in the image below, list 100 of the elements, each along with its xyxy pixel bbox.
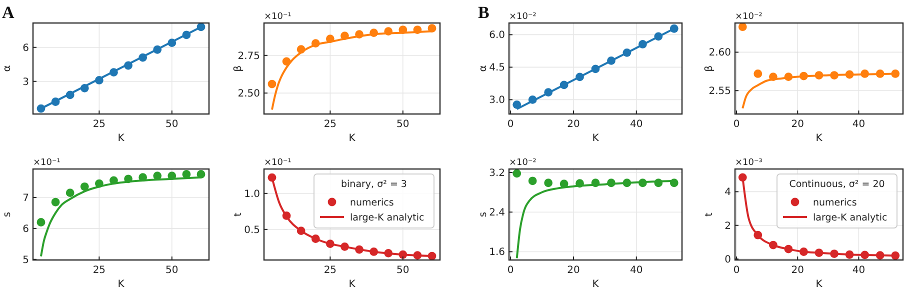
point bbox=[591, 178, 600, 188]
point bbox=[268, 173, 276, 182]
point bbox=[876, 251, 884, 260]
y-tick-label: 0.5 bbox=[244, 224, 260, 236]
point bbox=[670, 24, 678, 33]
point bbox=[876, 70, 884, 78]
point bbox=[80, 84, 89, 92]
point bbox=[784, 244, 793, 254]
point bbox=[607, 56, 616, 65]
point bbox=[738, 173, 747, 182]
x-tick-label: 50 bbox=[396, 265, 410, 276]
point bbox=[340, 32, 349, 40]
point bbox=[607, 178, 616, 188]
x-tick-label: 25 bbox=[92, 119, 106, 130]
point bbox=[638, 178, 647, 188]
y-tick-label: 1.0 bbox=[244, 188, 260, 200]
y-tick-label: 3 bbox=[22, 76, 29, 88]
x-tick-label: 25 bbox=[92, 265, 106, 276]
point bbox=[860, 70, 870, 78]
legend-label: numerics bbox=[350, 197, 394, 208]
x-tick-label: 0 bbox=[507, 265, 514, 276]
point bbox=[398, 250, 408, 259]
y-tick-label: 2.4 bbox=[489, 208, 505, 219]
y-axis-title: α bbox=[2, 64, 13, 72]
x-tick-label: 20 bbox=[567, 119, 580, 130]
point bbox=[370, 28, 378, 37]
point bbox=[576, 72, 584, 82]
point bbox=[51, 198, 60, 206]
point bbox=[370, 248, 378, 256]
point bbox=[326, 34, 334, 44]
y-axis-title: α bbox=[478, 64, 489, 72]
y-tick-label: 1.6 bbox=[489, 247, 505, 258]
point bbox=[428, 252, 436, 260]
point bbox=[754, 70, 762, 78]
y-axis-title: β bbox=[704, 65, 715, 72]
point bbox=[296, 226, 306, 236]
point bbox=[138, 53, 148, 62]
point bbox=[80, 182, 89, 191]
legend-label: numerics bbox=[813, 197, 857, 208]
point bbox=[528, 96, 537, 104]
point bbox=[36, 104, 46, 113]
point bbox=[66, 90, 74, 100]
point bbox=[591, 64, 600, 74]
point bbox=[814, 248, 824, 257]
point bbox=[124, 174, 132, 184]
point bbox=[355, 30, 364, 38]
y-axis-title: s bbox=[478, 212, 489, 218]
y-tick-label: 2.60 bbox=[708, 48, 731, 59]
y-tick-label: 3.2 bbox=[489, 168, 505, 179]
point bbox=[94, 76, 104, 84]
text: ×10⁻¹ bbox=[33, 158, 61, 168]
point bbox=[282, 212, 291, 220]
point bbox=[413, 251, 422, 260]
point bbox=[638, 40, 647, 48]
point bbox=[654, 178, 663, 188]
point bbox=[800, 248, 808, 256]
point bbox=[110, 176, 118, 185]
y-axis-title: t bbox=[233, 212, 244, 216]
y-axis-title: s bbox=[2, 212, 13, 218]
point bbox=[860, 250, 870, 260]
x-tick-label: 40 bbox=[852, 119, 866, 130]
point bbox=[560, 80, 568, 90]
x-tick-label: 50 bbox=[166, 265, 178, 276]
point bbox=[576, 179, 584, 188]
point bbox=[340, 242, 349, 251]
point bbox=[311, 39, 320, 48]
x-axis-title: K bbox=[592, 133, 600, 144]
point bbox=[814, 71, 824, 80]
point bbox=[784, 72, 793, 81]
point bbox=[738, 22, 747, 32]
text: ×10⁻¹ bbox=[264, 158, 292, 168]
y-tick-label: 4 bbox=[724, 187, 731, 198]
point bbox=[66, 188, 74, 198]
point bbox=[355, 245, 364, 254]
point bbox=[153, 45, 162, 54]
y-tick-label: 4.5 bbox=[489, 62, 505, 74]
point bbox=[754, 230, 762, 240]
y-tick-label: 6.0 bbox=[489, 30, 505, 42]
text: ×10⁻² bbox=[509, 158, 537, 168]
point bbox=[830, 71, 838, 80]
point bbox=[891, 251, 900, 260]
point bbox=[622, 48, 632, 57]
point bbox=[268, 80, 276, 88]
point bbox=[384, 27, 393, 36]
point bbox=[124, 61, 132, 70]
point bbox=[654, 32, 663, 41]
point bbox=[768, 72, 778, 81]
x-tick-label: 25 bbox=[324, 265, 337, 276]
text: ×10⁻³ bbox=[735, 158, 763, 168]
y-tick-label: 5 bbox=[22, 254, 29, 266]
x-axis-title: K bbox=[592, 279, 600, 290]
y-tick-label: 0 bbox=[724, 254, 731, 266]
chart-title: A bbox=[2, 3, 15, 22]
x-tick-label: 25 bbox=[324, 119, 337, 130]
point bbox=[196, 22, 206, 32]
point bbox=[94, 179, 104, 188]
y-tick-label: 6 bbox=[22, 42, 29, 54]
y-axis-title: t bbox=[704, 212, 715, 216]
point bbox=[830, 250, 838, 258]
x-axis-title: K bbox=[118, 279, 125, 290]
